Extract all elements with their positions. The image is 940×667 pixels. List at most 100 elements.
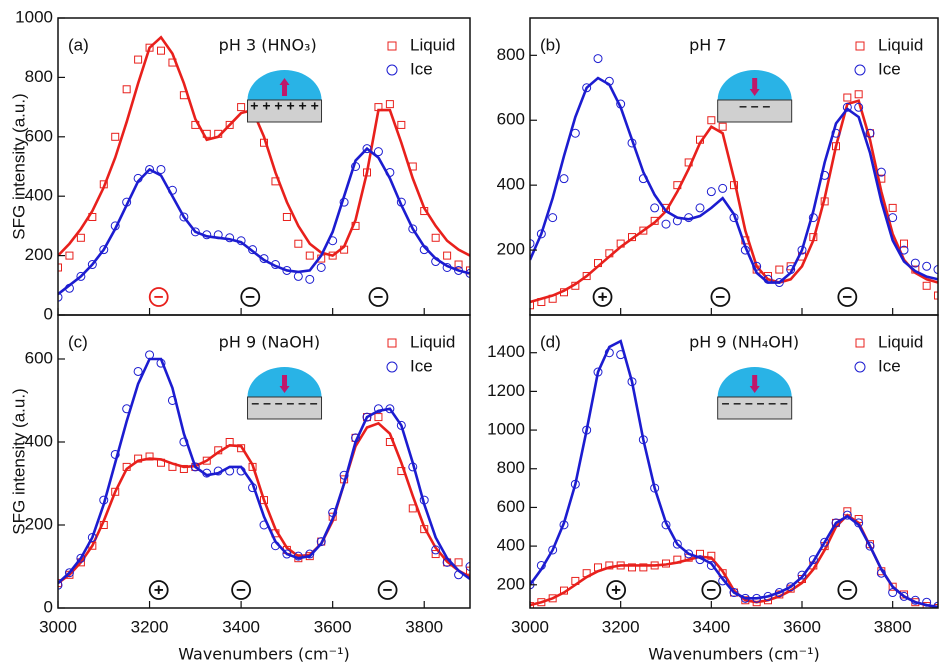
data-point	[530, 239, 535, 249]
substrate	[717, 99, 793, 123]
y-tick-label: 400	[25, 186, 53, 205]
y-tick-label: 400	[25, 431, 53, 450]
data-point	[362, 412, 372, 422]
data-point	[58, 580, 63, 590]
panel-title: pH 9 (NaOH)	[219, 333, 320, 352]
data-point	[374, 413, 383, 422]
data-point	[305, 549, 315, 559]
charge-circle	[231, 580, 252, 600]
charge-sign: +	[611, 580, 621, 599]
data-point	[548, 213, 558, 223]
data-point	[530, 301, 534, 310]
data-point	[888, 213, 898, 223]
y-tick-label: 200	[25, 514, 53, 533]
data-point	[133, 366, 143, 376]
data-point	[876, 167, 886, 177]
y-tick-label: 200	[25, 245, 53, 264]
legend-marker	[387, 41, 397, 51]
data-point	[373, 147, 383, 157]
surface-charges: – – – – – –	[722, 395, 788, 411]
legend-marker	[386, 361, 398, 373]
data-point	[842, 510, 852, 520]
y-tick-label: 800	[497, 458, 525, 477]
surface-charges: – – –	[739, 98, 770, 114]
plot-area	[530, 339, 938, 608]
data-point	[729, 588, 739, 598]
fit-line	[58, 357, 470, 585]
data-point	[922, 261, 932, 271]
data-point	[628, 563, 636, 572]
y-tick-label: 600	[25, 348, 53, 367]
data-point	[650, 203, 660, 213]
charge-circle	[240, 287, 261, 307]
fit-line	[58, 146, 470, 296]
data-point	[87, 260, 97, 270]
data-point	[431, 233, 440, 242]
legend-label: Ice	[410, 356, 433, 375]
y-tick-label: 600	[497, 497, 525, 516]
charge-sign: −	[154, 287, 164, 306]
data-point	[122, 85, 131, 94]
data-point	[76, 271, 86, 281]
panel-label: (c)	[68, 332, 88, 351]
data-point	[282, 549, 292, 559]
data-point	[99, 245, 109, 255]
x-tick-label: 3600	[783, 617, 821, 636]
data-point	[605, 561, 614, 570]
x-axis-label: Wavenumbers (cm⁻¹)	[648, 645, 820, 664]
y-tick-label: 0	[44, 304, 53, 323]
substrate	[717, 396, 793, 420]
y-tick-label: 1200	[487, 381, 525, 400]
fit-line	[58, 421, 470, 585]
data-point	[854, 102, 864, 112]
dipole-arrowhead	[279, 78, 290, 85]
data-point	[639, 563, 648, 572]
legend-label: Ice	[878, 59, 901, 78]
data-point	[933, 265, 938, 275]
data-point	[707, 116, 716, 125]
y-tick-label: 400	[497, 175, 525, 194]
charge-sign: −	[842, 580, 852, 599]
x-tick-label: 3800	[874, 617, 912, 636]
data-point	[582, 272, 591, 281]
charge-circle	[710, 287, 731, 307]
data-point	[593, 54, 603, 64]
data-point	[865, 541, 875, 551]
charge-sign: −	[706, 580, 716, 599]
legend-label: Liquid	[410, 35, 455, 54]
data-point	[157, 46, 165, 55]
data-point	[385, 100, 394, 109]
data-point	[842, 102, 852, 112]
data-point	[202, 456, 211, 465]
fit-line	[530, 76, 938, 284]
substrate	[247, 396, 323, 420]
charge-circle	[148, 287, 169, 307]
data-point	[465, 561, 470, 571]
data-point	[650, 216, 659, 225]
charge-circle	[368, 287, 389, 307]
legend-marker	[387, 338, 397, 348]
charge-sign: +	[598, 287, 608, 306]
panel-title: pH 9 (NH₄OH)	[689, 333, 799, 352]
legend-marker	[855, 338, 865, 348]
x-tick-label: 3200	[602, 617, 640, 636]
data-point	[397, 120, 406, 129]
charge-circle	[592, 287, 613, 307]
data-point	[900, 239, 908, 248]
data-point	[831, 518, 841, 528]
data-point	[225, 120, 234, 129]
panel-label: (d)	[540, 332, 561, 351]
fit-line	[530, 99, 938, 304]
panel-label: (b)	[540, 35, 561, 54]
data-point	[899, 245, 909, 255]
plot-frame	[529, 314, 939, 609]
charge-sign: −	[245, 287, 255, 306]
data-point	[58, 292, 63, 302]
x-tick-label: 3200	[131, 617, 169, 636]
data-point	[843, 93, 852, 102]
data-point	[559, 174, 569, 184]
charge-sign: +	[154, 580, 164, 599]
y-axis-label: SFG intensity (a.u.)	[9, 388, 28, 534]
data-point	[797, 570, 807, 580]
